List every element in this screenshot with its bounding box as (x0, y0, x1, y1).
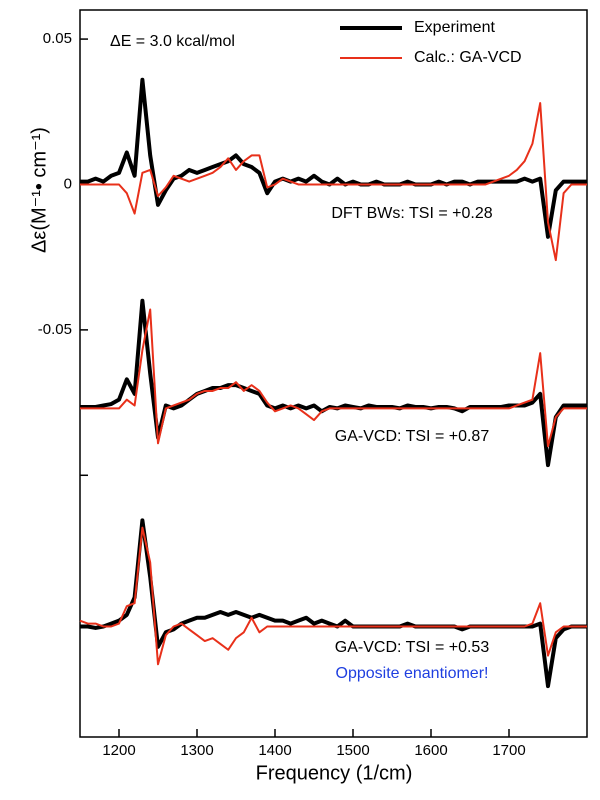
x-tick-label: 1600 (414, 742, 447, 759)
y-tick-label: 0 (64, 175, 72, 192)
experiment-line (80, 77, 587, 239)
panel-label: GA-VCD: TSI = +0.87 (335, 428, 490, 445)
x-tick-label: 1700 (492, 742, 525, 759)
calc-line (80, 308, 587, 448)
x-tick-label: 1500 (336, 742, 369, 759)
annotation: ΔE = 3.0 kcal/mol (110, 33, 235, 50)
experiment-line (80, 518, 587, 689)
x-tick-label: 1300 (180, 742, 213, 759)
x-tick-label: 1400 (258, 742, 291, 759)
x-axis-title: Frequency (1/cm) (256, 762, 413, 784)
y-tick-label: -0.05 (38, 321, 72, 338)
calc-line (79, 526, 587, 666)
x-tick-label: 1200 (102, 742, 135, 759)
y-axis-title: Δε(M⁻¹• cm⁻¹) (28, 127, 50, 253)
calc-line (80, 102, 587, 262)
panel-label: DFT BWs: TSI = +0.28 (331, 205, 492, 222)
legend-label: Experiment (414, 19, 495, 36)
panel-note: Opposite enantiomer! (336, 665, 489, 682)
panel-label: GA-VCD: TSI = +0.53 (335, 639, 490, 656)
plot-frame (79, 9, 588, 738)
experiment-line (80, 298, 587, 468)
y-tick-label: 0.05 (43, 30, 72, 47)
legend-label: Calc.: GA-VCD (414, 49, 522, 66)
